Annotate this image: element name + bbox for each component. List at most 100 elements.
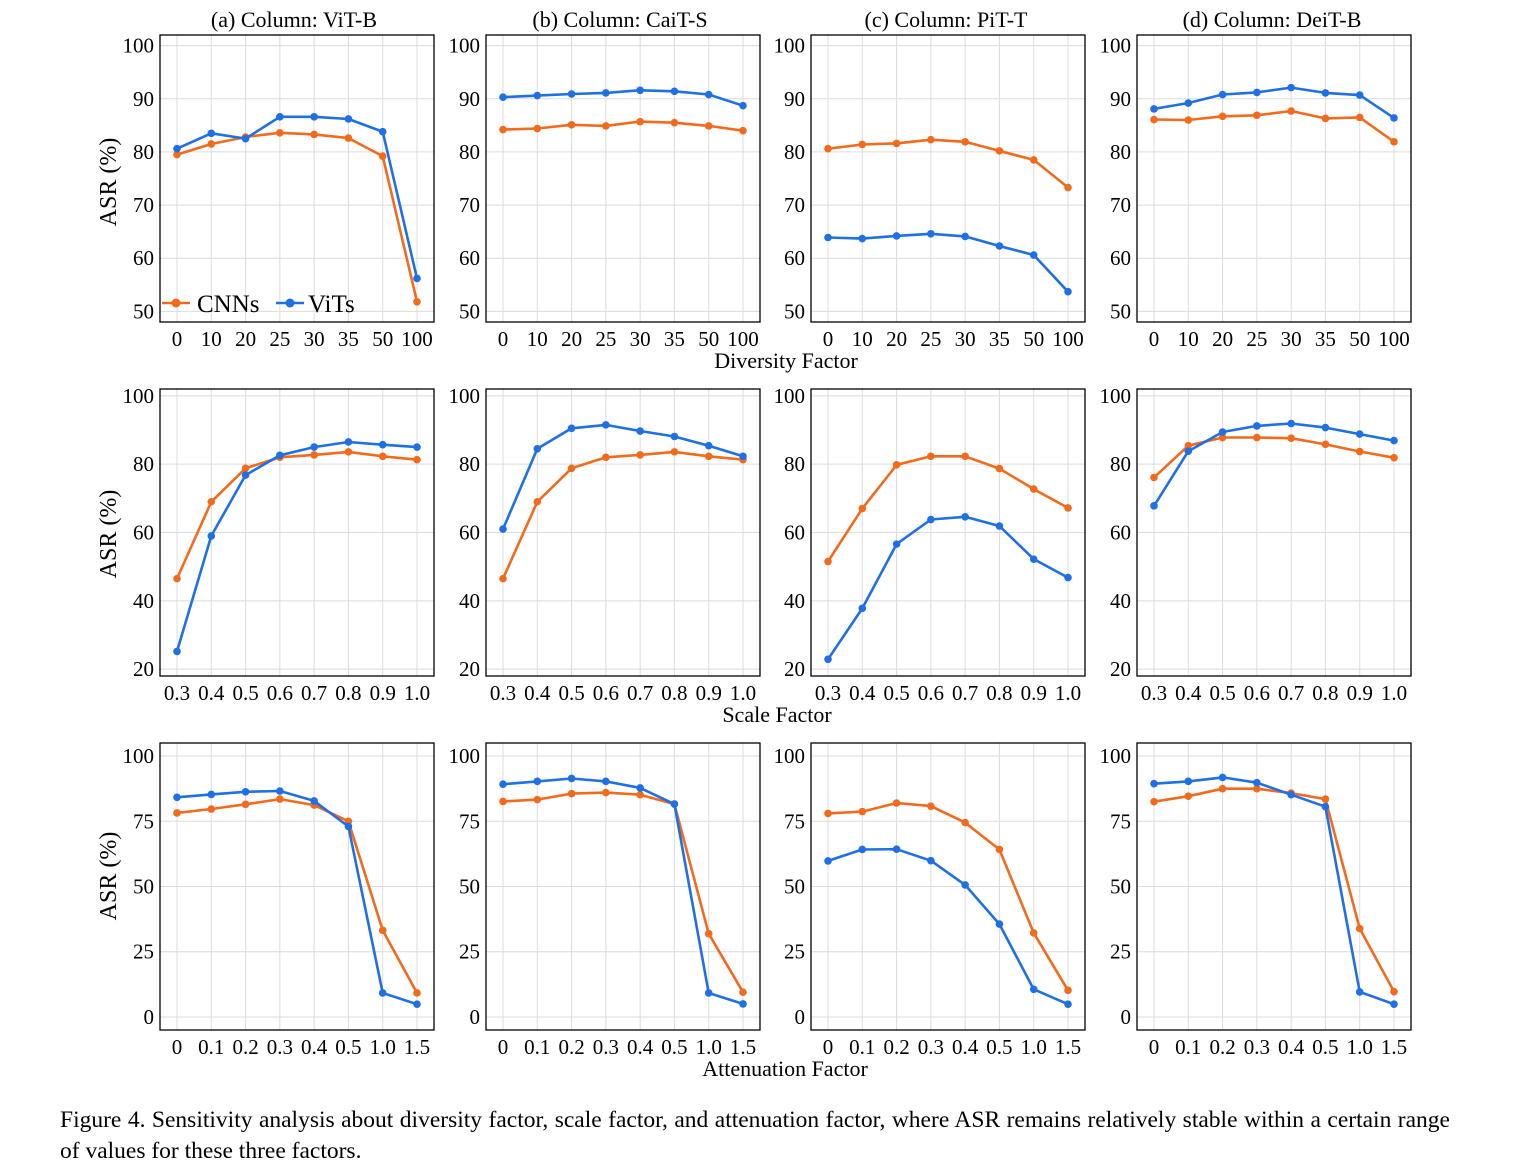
data-point-cnns	[1184, 441, 1193, 450]
panel-r1-c2: 50 60 70 80 90 100 0 10 20 25 30 35 50 100	[449, 34, 761, 351]
y-tick-label: 40	[784, 589, 805, 613]
data-point-vits	[241, 471, 250, 479]
panel-frame	[1136, 742, 1412, 1031]
panel-r1-c3: 50 60 70 80 90 100 0 10 20 25 30 35 50 100	[774, 34, 1086, 351]
y-tick-label: 80	[784, 140, 805, 164]
figure-grid: (a) Column: ViT-B (b) Column: CaiT-S (c)…	[96, 7, 1412, 1081]
data-point-cnns	[1218, 112, 1227, 121]
y-tick-label: 80	[459, 452, 480, 476]
x-tick-label: 0.3	[815, 681, 841, 705]
y-tick-label: 60	[1110, 521, 1131, 545]
data-point-cnns	[1029, 485, 1038, 493]
data-point-vits	[892, 232, 901, 240]
data-point-cnns	[413, 989, 421, 997]
data-point-cnns	[1064, 504, 1072, 512]
x-tick-label: 0.5	[986, 1035, 1012, 1059]
x-tick-label: 30	[304, 327, 325, 351]
y-tick-label: 50	[133, 299, 154, 323]
x-tick-label: 1.0	[1055, 681, 1081, 705]
data-point-cnns	[1064, 986, 1072, 995]
x-tick-label: 10	[1178, 327, 1199, 351]
data-point-vits	[927, 856, 935, 865]
data-point-cnns	[241, 464, 250, 473]
data-point-vits	[961, 881, 969, 889]
data-point-cnns	[892, 139, 901, 148]
y-tick-label: 100	[449, 34, 481, 58]
y-tick-label: 60	[459, 521, 480, 545]
y-tick-label: 100	[1100, 744, 1132, 768]
data-point-vits	[927, 229, 935, 238]
y-tick-label: 60	[1110, 246, 1131, 270]
y-tick-label: 80	[1110, 452, 1131, 476]
x-tick-label: 50	[1349, 327, 1370, 351]
data-point-vits	[1321, 802, 1330, 811]
series-line-vits	[502, 777, 744, 1006]
x-tick-label: 0	[823, 1035, 834, 1059]
x-tick-label: 0.2	[232, 1035, 258, 1059]
x-tick-label: 0.4	[524, 681, 551, 705]
data-point-cnns	[1150, 797, 1158, 806]
data-point-vits	[1029, 251, 1038, 259]
data-point-cnns	[1218, 433, 1227, 442]
y-tick-label: 50	[133, 875, 154, 899]
x-tick-label: 30	[630, 327, 651, 351]
x-tick-label: 0.5	[883, 681, 909, 705]
series-line-vits	[502, 89, 744, 107]
x-tick-label: 0.5	[558, 681, 584, 705]
series-line-cnns	[1153, 436, 1395, 479]
data-point-cnns	[858, 504, 867, 513]
series-line-vits	[176, 789, 418, 1006]
y-tick-label: 20	[133, 657, 154, 681]
x-tick-label: 0.3	[1244, 1035, 1270, 1059]
x-tick-label: 0.6	[267, 681, 293, 705]
series-line-vits	[827, 847, 1069, 1006]
data-point-vits	[413, 443, 421, 451]
data-point-vits	[1218, 428, 1227, 436]
x-tick-label: 0.7	[627, 681, 653, 705]
data-point-vits	[533, 777, 542, 786]
x-tick-label: 0.3	[593, 1035, 619, 1059]
data-point-vits	[173, 144, 181, 153]
data-point-cnns	[1253, 784, 1261, 793]
series-line-cnns	[826, 454, 1069, 563]
x-tick-label: 20	[886, 327, 907, 351]
x-tick-label: 0.4	[1175, 681, 1202, 705]
data-point-cnns	[961, 452, 969, 461]
y-tick-label: 70	[133, 193, 154, 217]
x-tick-label: 35	[1315, 327, 1336, 351]
x-tick-label: 0.5	[1209, 681, 1235, 705]
x-tick-label: 35	[338, 327, 359, 351]
x-tick-label: 0.1	[1175, 1035, 1201, 1059]
x-tick-label: 0.3	[1141, 681, 1167, 705]
y-tick-label: 25	[1110, 940, 1131, 964]
data-point-cnns	[1321, 795, 1330, 803]
data-point-vits	[1150, 502, 1158, 510]
data-point-vits	[567, 90, 576, 98]
data-point-cnns	[413, 455, 421, 464]
data-point-cnns	[567, 789, 576, 798]
x-tick-label: 30	[955, 327, 976, 351]
data-point-vits	[1184, 777, 1193, 786]
data-point-cnns	[207, 497, 216, 506]
y-tick-label: 100	[449, 744, 481, 768]
column-title-a: (a) Column: ViT-B	[211, 7, 377, 32]
data-point-cnns	[533, 795, 542, 804]
x-tick-label: 0.4	[198, 681, 225, 705]
data-point-cnns	[207, 805, 216, 813]
y-tick-label: 100	[774, 744, 806, 768]
x-tick-label: 10	[852, 327, 873, 351]
data-point-vits	[276, 451, 284, 460]
data-point-vits	[704, 90, 713, 99]
data-point-vits	[602, 421, 610, 429]
x-tick-label: 0.1	[198, 1035, 224, 1059]
column-title-c: (c) Column: PiT-T	[865, 7, 1029, 32]
x-tick-label: 0.5	[661, 1035, 687, 1059]
panel-frame	[485, 34, 761, 323]
data-point-vits	[241, 787, 250, 796]
data-point-vits	[533, 444, 542, 453]
y-tick-label: 80	[459, 140, 480, 164]
data-point-cnns	[1287, 434, 1295, 443]
data-point-cnns	[241, 800, 250, 809]
x-tick-label: 0	[498, 327, 509, 351]
